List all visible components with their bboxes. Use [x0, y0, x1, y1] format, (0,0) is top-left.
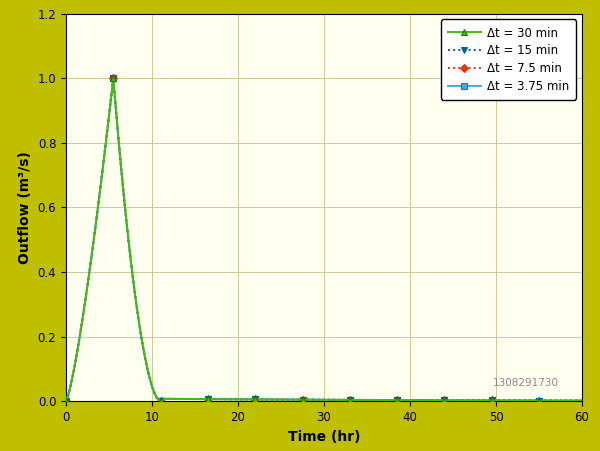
Δt = 7.5 min	[578, 398, 586, 403]
Δt = 7.5 min	[325, 397, 332, 402]
Δt = 3.75 min	[97, 185, 104, 190]
Δt = 7.5 min	[427, 397, 434, 403]
Δt = 7.5 min	[110, 75, 117, 81]
Δt = 15 min	[122, 216, 130, 222]
Δt = 30 min	[110, 75, 117, 81]
Y-axis label: Outflow (m³/s): Outflow (m³/s)	[18, 151, 32, 264]
Δt = 15 min	[578, 398, 586, 403]
Δt = 7.5 min	[444, 398, 451, 403]
Line: Δt = 3.75 min: Δt = 3.75 min	[63, 75, 585, 404]
Δt = 30 min	[415, 397, 422, 403]
Δt = 3.75 min	[488, 398, 496, 403]
Δt = 3.75 min	[354, 397, 361, 403]
Line: Δt = 7.5 min: Δt = 7.5 min	[63, 75, 585, 404]
Δt = 30 min	[62, 399, 70, 404]
Δt = 3.75 min	[124, 226, 131, 232]
Δt = 3.75 min	[294, 397, 301, 402]
Line: Δt = 30 min: Δt = 30 min	[62, 75, 586, 405]
Δt = 3.75 min	[578, 398, 586, 403]
X-axis label: Time (hr): Time (hr)	[288, 430, 360, 444]
Δt = 7.5 min	[437, 397, 445, 403]
Δt = 30 min	[286, 397, 293, 402]
Text: 1308291730: 1308291730	[493, 378, 559, 388]
Δt = 7.5 min	[298, 397, 305, 402]
Δt = 15 min	[260, 397, 268, 402]
Δt = 30 min	[389, 397, 397, 403]
Δt = 15 min	[479, 398, 487, 403]
Δt = 15 min	[445, 398, 452, 403]
Δt = 15 min	[574, 398, 581, 403]
Legend: Δt = 30 min, Δt = 15 min, Δt = 7.5 min, Δt = 3.75 min: Δt = 30 min, Δt = 15 min, Δt = 7.5 min, …	[441, 19, 576, 100]
Δt = 3.75 min	[62, 399, 70, 404]
Δt = 15 min	[110, 75, 117, 81]
Δt = 30 min	[118, 174, 125, 179]
Δt = 7.5 min	[556, 398, 563, 403]
Δt = 30 min	[548, 398, 556, 403]
Δt = 15 min	[359, 397, 366, 403]
Δt = 30 min	[578, 398, 586, 403]
Δt = 30 min	[187, 396, 194, 402]
Δt = 7.5 min	[62, 399, 70, 404]
Δt = 3.75 min	[110, 75, 117, 81]
Δt = 3.75 min	[416, 397, 423, 403]
Line: Δt = 15 min: Δt = 15 min	[62, 75, 586, 405]
Δt = 15 min	[62, 399, 70, 404]
